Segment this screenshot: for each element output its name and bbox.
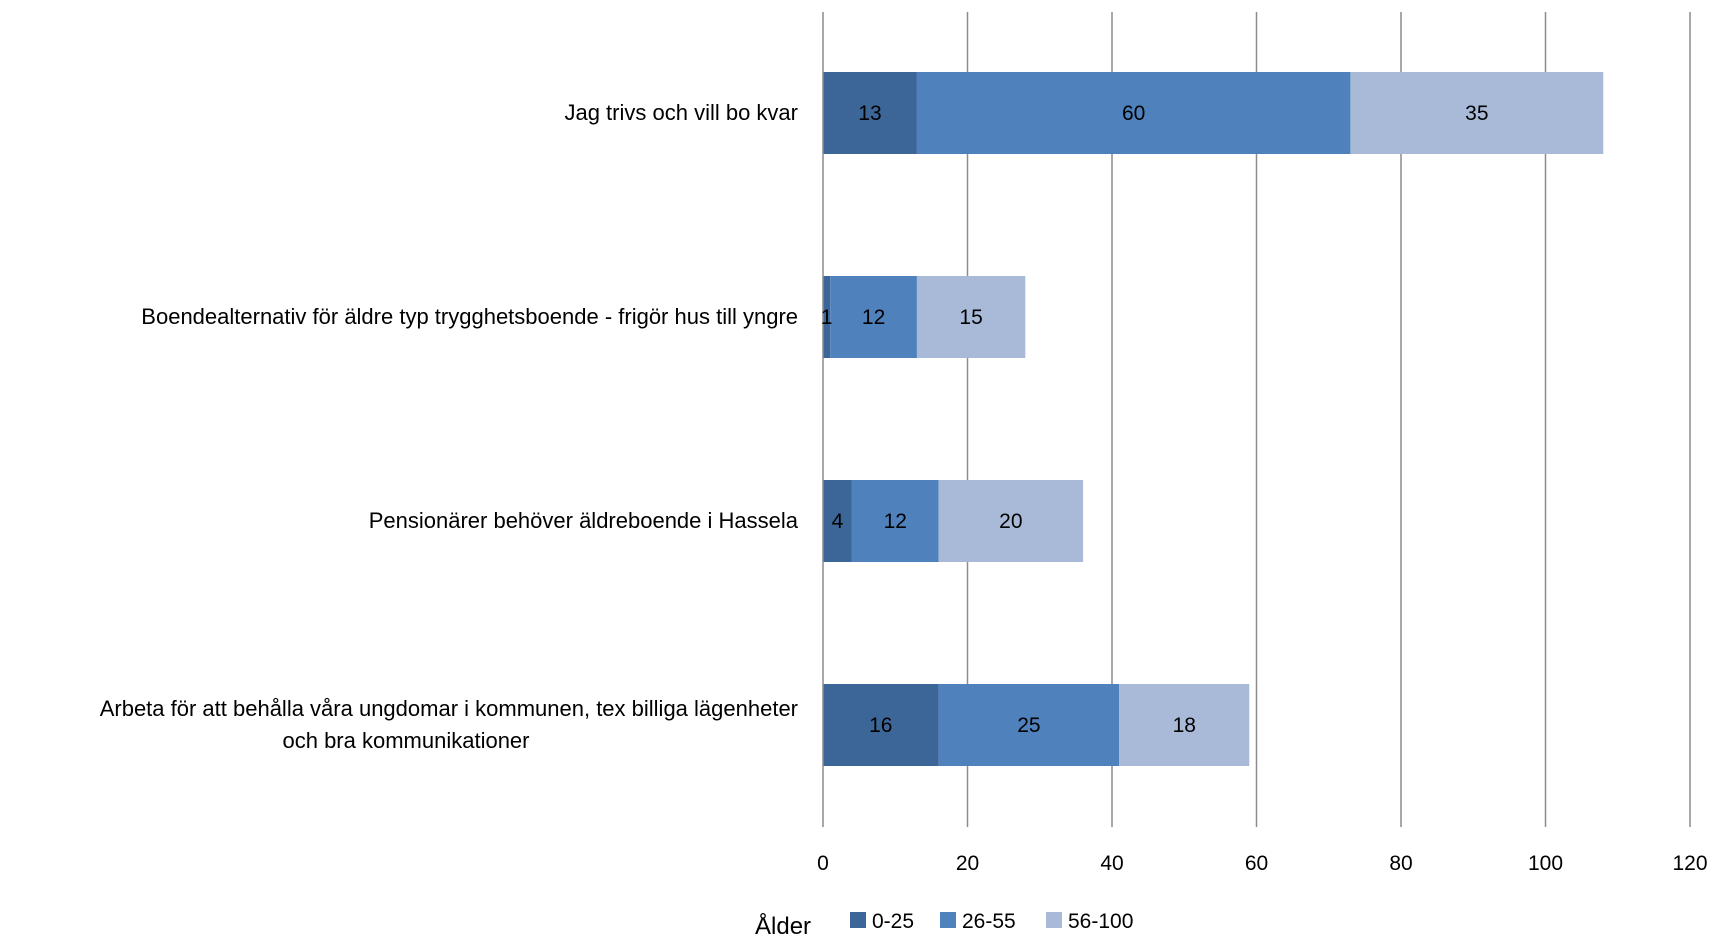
bar-segment-56-100 <box>938 480 1084 562</box>
bar-segment-0-25 <box>823 684 939 766</box>
bar-segment-56-100 <box>1119 684 1250 766</box>
x-tick-label: 40 <box>1100 852 1123 875</box>
data-label: 60 <box>1122 102 1145 125</box>
category-label: Boendealternativ för äldre typ trygghets… <box>141 304 798 329</box>
category-label: Jag trivs och vill bo kvar <box>564 100 798 125</box>
x-tick-label: 80 <box>1389 852 1412 875</box>
x-tick-label: 20 <box>956 852 979 875</box>
category-label: Arbeta för att behålla våra ungdomar i k… <box>100 696 798 721</box>
legend-swatch-0-25 <box>850 912 866 928</box>
legend-title: Ålder <box>755 912 811 938</box>
data-label: 35 <box>1465 102 1488 125</box>
legend-label-26-55: 26-55 <box>962 910 1016 933</box>
category-label: Pensionärer behöver äldreboende i Hassel… <box>369 508 799 533</box>
data-label: 13 <box>858 102 881 125</box>
bar-segment-26-55 <box>916 72 1351 154</box>
bar-segment-26-55 <box>851 480 939 562</box>
legend-swatch-26-55 <box>940 912 956 928</box>
data-label: 16 <box>869 714 892 737</box>
category-label: och bra kommunikationer <box>282 728 529 753</box>
bar-segment-0-25 <box>823 480 852 562</box>
data-label: 12 <box>862 306 885 329</box>
bar-segment-26-55 <box>830 276 917 358</box>
x-tick-label: 60 <box>1245 852 1268 875</box>
data-label: 18 <box>1173 714 1196 737</box>
labels: Jag trivs och vill bo kvar Boendealternat… <box>100 100 1489 753</box>
legend-label-0-25: 0-25 <box>872 910 914 933</box>
bar-segment-0-25 <box>823 276 831 358</box>
legend-label-56-100: 56-100 <box>1068 910 1133 933</box>
data-label: 25 <box>1017 714 1040 737</box>
x-tick-label: 120 <box>1672 852 1707 875</box>
bar-segment-56-100 <box>916 276 1026 358</box>
data-label: 4 <box>832 510 844 533</box>
data-label: 20 <box>999 510 1022 533</box>
x-tick-label: 100 <box>1528 852 1563 875</box>
bar-segment-26-55 <box>938 684 1120 766</box>
bar-segment-0-25 <box>823 72 917 154</box>
legend-swatch-56-100 <box>1046 912 1062 928</box>
data-label: 12 <box>884 510 907 533</box>
axes: 0 20 40 60 80 100 120 <box>817 12 1708 875</box>
x-tick-label: 0 <box>817 852 829 875</box>
bars <box>823 72 1604 766</box>
bar-segment-56-100 <box>1350 72 1604 154</box>
data-label: 1 <box>821 306 833 329</box>
data-label: 15 <box>959 306 982 329</box>
legend: Ålder 0-25 26-55 56-100 <box>755 910 1133 940</box>
